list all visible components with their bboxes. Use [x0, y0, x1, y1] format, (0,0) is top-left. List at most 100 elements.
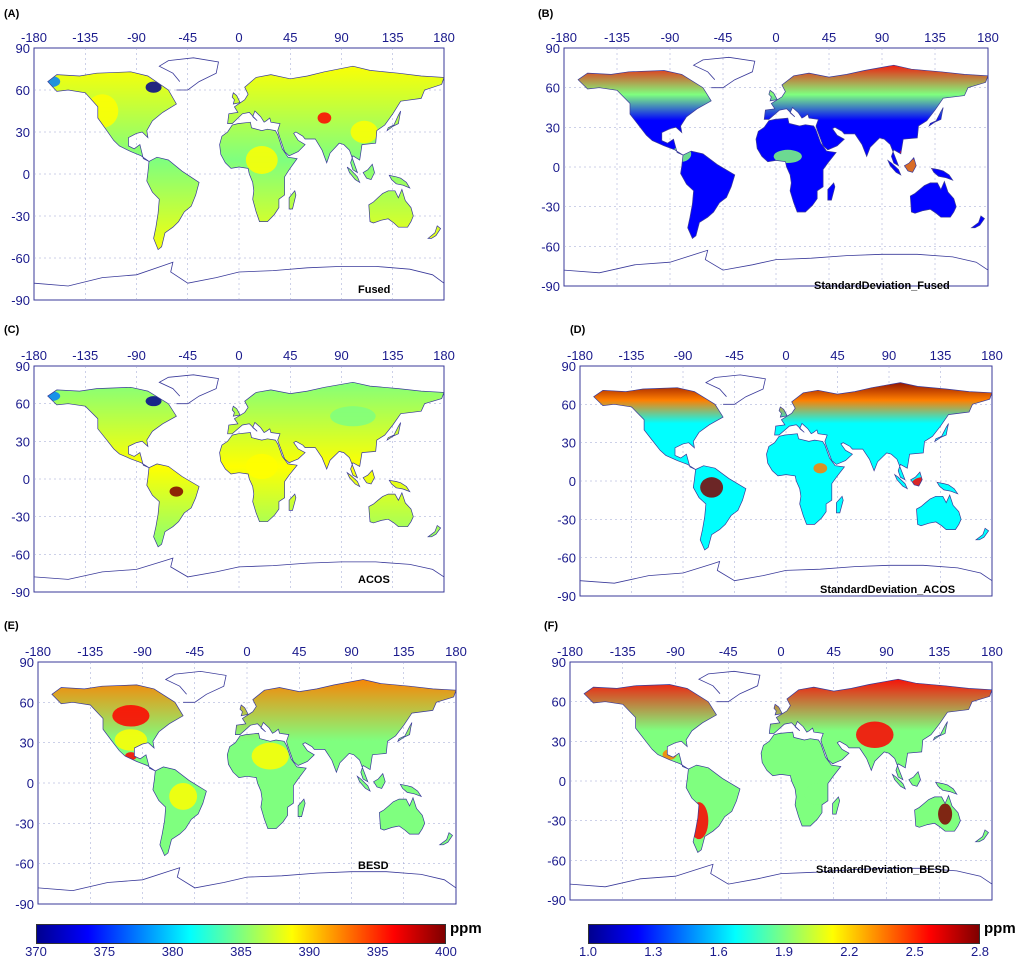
x-tick-label: -45	[185, 644, 204, 659]
x-tick-label: -90	[666, 644, 685, 659]
nz-coastline	[974, 829, 989, 843]
x-tick-label: 90	[879, 644, 893, 659]
japan-coastline	[397, 722, 413, 743]
data-hotspot	[773, 149, 802, 164]
y-tick-label: 60	[552, 695, 566, 710]
borneo-coastline	[910, 471, 923, 487]
x-tick-label: -90	[661, 30, 680, 45]
map-title: StandardDeviation_BESD	[816, 864, 950, 876]
map-e: -180 -135 -90 -45 0 45 90 135 180 90 60 30 0 -30 -60 -9…	[15, 644, 467, 912]
map-title: StandardDeviation_Fused	[814, 280, 950, 292]
map-title: Fused	[358, 284, 391, 296]
australia-coastline	[909, 180, 957, 218]
panel-label: (C)	[4, 324, 20, 336]
namerica-coastline	[577, 70, 712, 156]
y-tick-label: 90	[562, 359, 576, 374]
africa-coastline	[219, 121, 298, 222]
nz-coastline	[970, 215, 985, 229]
x-tick-label: 90	[882, 348, 896, 363]
map-panel-e: (E) -180 -135 -90 -45 0 45 90 135 180 90 60 30 0 -30-…	[4, 618, 504, 918]
eurasia-coastline	[235, 679, 457, 783]
x-tick-label: 45	[283, 30, 297, 45]
x-tick-label: 45	[283, 348, 297, 363]
greenland-outline	[692, 56, 756, 89]
x-tick-label: -180	[551, 30, 577, 45]
colorbar-tick-label: 1.9	[774, 944, 794, 959]
colorbar-tick-label: 380	[161, 944, 184, 959]
greenland-outline	[164, 670, 227, 703]
x-tick-label: -135	[610, 644, 636, 659]
africa-coastline	[219, 432, 298, 523]
y-tick-label: 30	[546, 120, 560, 135]
y-tick-label: 30	[16, 125, 30, 140]
africa-coastline	[766, 433, 846, 525]
x-tick-label: 180	[981, 644, 1003, 659]
x-tick-label: 135	[928, 644, 950, 659]
y-tick-label: -90	[547, 893, 566, 908]
sumatra-coastline	[887, 159, 902, 176]
sumatra-coastline	[356, 775, 371, 792]
uk-coastline	[778, 406, 788, 418]
namerica-coastline	[47, 71, 177, 162]
x-tick-label: 90	[875, 30, 889, 45]
x-tick-label: 180	[445, 644, 467, 659]
data-hotspot	[330, 406, 376, 427]
nz-coastline	[438, 832, 453, 846]
uk-coastline	[768, 89, 778, 102]
x-tick-label: 0	[772, 30, 779, 45]
y-tick-label: -90	[11, 585, 30, 600]
y-tick-label: -30	[541, 200, 560, 215]
australia-coastline	[368, 491, 414, 528]
map-title: StandardDeviation_ACOS	[820, 584, 956, 596]
data-hotspot	[251, 742, 289, 770]
japan-coastline	[934, 423, 949, 443]
y-tick-label: 90	[16, 359, 30, 374]
nz-coastline	[427, 225, 442, 239]
y-tick-label: -90	[11, 293, 30, 308]
data-hotspot	[112, 705, 150, 727]
sumatra-coastline	[891, 773, 907, 790]
y-tick-label: -30	[547, 814, 566, 829]
data-hotspot	[245, 453, 278, 479]
samerica-coastline	[685, 764, 741, 853]
greenland-outline	[705, 374, 766, 405]
colorbar-tick-label: 2.8	[970, 944, 990, 959]
y-tick-label: 0	[23, 472, 30, 487]
panel-label: (D)	[570, 324, 586, 336]
data-hotspot	[169, 486, 184, 497]
x-tick-label: 180	[977, 30, 999, 45]
data-hotspot	[938, 803, 953, 825]
samerica-coastline	[146, 463, 200, 548]
x-tick-label: -90	[674, 348, 693, 363]
sumatra-coastline	[346, 471, 361, 488]
antarctica-outline	[33, 557, 445, 580]
x-tick-label: -180	[567, 348, 593, 363]
map-panel-a: (A) -180 -135 -90 -45 0 45 90 135 180 90 60 30 0 -30-…	[4, 2, 504, 308]
y-tick-label: 0	[27, 776, 34, 791]
y-tick-label: 0	[559, 774, 566, 789]
x-tick-label: -45	[714, 30, 733, 45]
borneo-coastline	[903, 156, 917, 173]
y-tick-label: 30	[552, 734, 566, 749]
newguinea-coastline	[399, 783, 423, 798]
japan-coastline	[928, 107, 944, 127]
map-panel-b: (B) -180 -135 -90 -45 0 45 90 135 180 90 60 30 0 -30-…	[518, 2, 1018, 302]
antarctica-outline	[33, 261, 445, 287]
data-hotspot	[169, 783, 198, 810]
data-hotspot	[145, 396, 162, 407]
sumatra-coastline	[346, 166, 361, 184]
borneo-coastline	[908, 770, 921, 787]
data-fill	[593, 382, 992, 550]
australia-coastline	[916, 494, 962, 530]
x-tick-label: 45	[827, 644, 841, 659]
x-tick-label: -180	[21, 30, 47, 45]
samerica-coastline	[146, 156, 200, 251]
y-tick-label: -60	[541, 239, 560, 254]
x-tick-label: 135	[382, 30, 404, 45]
y-tick-label: -30	[11, 510, 30, 525]
x-tick-label: -135	[604, 30, 630, 45]
y-tick-label: 60	[16, 83, 30, 98]
uk-coastline	[231, 92, 241, 105]
y-tick-label: 0	[569, 474, 576, 489]
x-tick-label: 0	[243, 644, 250, 659]
